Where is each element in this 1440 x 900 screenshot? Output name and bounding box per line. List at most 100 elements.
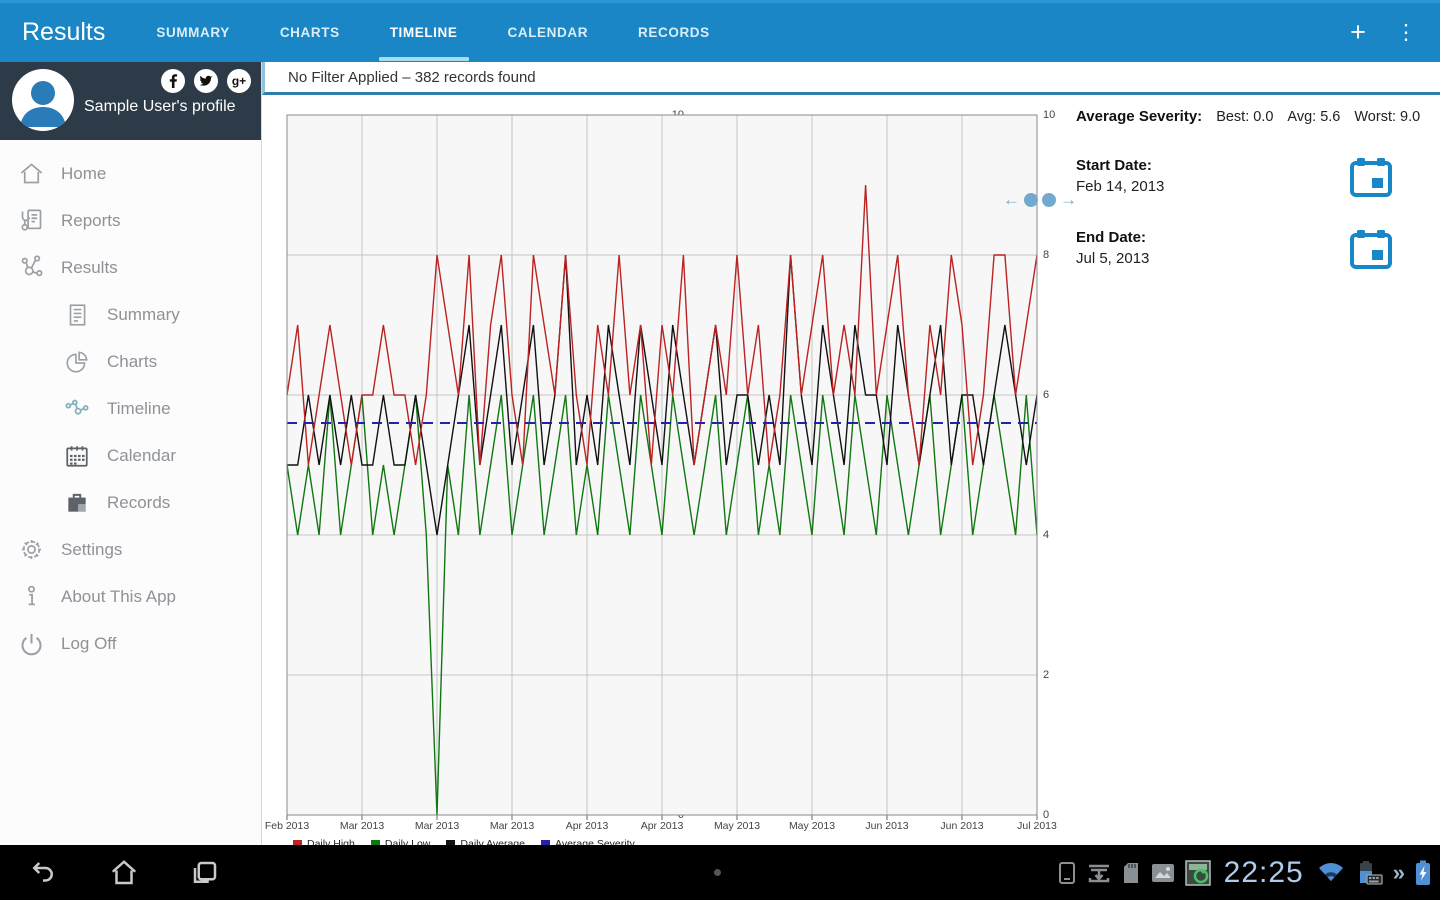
battery-charging-icon bbox=[1414, 859, 1432, 887]
profile-header: g+ Sample User's profile bbox=[0, 62, 261, 140]
info-person-icon bbox=[16, 582, 46, 612]
gear-icon bbox=[16, 535, 46, 565]
sidebar-menu: Home Reports Results Summary bbox=[0, 140, 261, 667]
gallery-icon bbox=[1150, 861, 1176, 885]
tab-calendar[interactable]: CALENDAR bbox=[507, 25, 589, 40]
sidebar-item-records[interactable]: Records bbox=[0, 479, 261, 526]
start-date-value: Feb 14, 2013 bbox=[1076, 178, 1165, 195]
calendar-icon bbox=[62, 441, 92, 471]
nav-center-dot bbox=[714, 869, 721, 876]
x-tick-label: Apr 2013 bbox=[640, 820, 684, 832]
sidebar-item-summary[interactable]: Summary bbox=[0, 291, 261, 338]
y-tick-label: 6 bbox=[1043, 389, 1050, 401]
tablet-icon bbox=[1057, 861, 1077, 885]
detail-panel: Average Severity: Best: 0.0 Avg: 5.6 Wor… bbox=[1062, 62, 1440, 845]
tab-timeline[interactable]: TIMELINE bbox=[365, 3, 483, 62]
pan-left-handle[interactable] bbox=[1024, 192, 1038, 207]
x-tick-label: Mar 2013 bbox=[414, 820, 460, 832]
sidebar-item-charts[interactable]: Charts bbox=[0, 338, 261, 385]
sidebar-item-calendar[interactable]: Calendar bbox=[0, 432, 261, 479]
sidebar-item-about[interactable]: About This App bbox=[0, 573, 261, 620]
timeline-nodes-icon bbox=[62, 394, 92, 424]
tab-summary[interactable]: SUMMARY bbox=[156, 25, 230, 40]
start-date-picker-icon[interactable] bbox=[1350, 157, 1392, 197]
overflow-menu-icon[interactable]: ⋮ bbox=[1395, 21, 1417, 44]
filter-status-text: No Filter Applied – 382 records found bbox=[288, 68, 536, 86]
legend-swatch-red bbox=[293, 839, 302, 849]
pan-left-icon[interactable]: ← bbox=[1003, 190, 1020, 209]
power-icon bbox=[16, 629, 46, 659]
home-nav-icon[interactable] bbox=[107, 856, 141, 890]
facebook-icon[interactable] bbox=[161, 69, 185, 93]
sidebar-item-results[interactable]: Results bbox=[0, 244, 261, 291]
x-tick-label: Jun 2013 bbox=[865, 820, 909, 832]
start-date-label: Start Date: bbox=[1076, 157, 1152, 174]
sdcard-icon bbox=[1121, 861, 1141, 885]
y-tick-label: 2 bbox=[1043, 669, 1050, 681]
person-icon bbox=[20, 81, 66, 127]
pan-right-handle[interactable] bbox=[1042, 192, 1056, 207]
home-icon bbox=[16, 159, 46, 189]
y-tick-label: 8 bbox=[1043, 249, 1050, 261]
battery-keyboard-icon bbox=[1354, 859, 1384, 887]
sidebar-item-home[interactable]: Home bbox=[0, 150, 261, 197]
status-tray: 22:25 » bbox=[1057, 845, 1432, 900]
top-action-bar: Results SUMMARY CHARTS TIMELINE CALENDAR… bbox=[0, 0, 1440, 62]
download-icon bbox=[1086, 861, 1112, 885]
screenshot-thumbnail-icon bbox=[1184, 859, 1211, 886]
y-tick-label: 4 bbox=[1043, 529, 1050, 541]
pie-chart-icon bbox=[62, 347, 92, 377]
molecule-icon bbox=[16, 253, 46, 283]
briefcase-icon bbox=[62, 488, 92, 518]
document-icon bbox=[62, 300, 92, 330]
status-clock: 22:25 bbox=[1223, 855, 1304, 889]
x-tick-label: Mar 2013 bbox=[489, 820, 535, 832]
x-tick-label: May 2013 bbox=[788, 820, 836, 832]
chart-pan-control: ← → bbox=[1003, 191, 1077, 208]
x-tick-label: Feb 2013 bbox=[264, 820, 310, 832]
twitter-icon[interactable] bbox=[194, 69, 218, 93]
back-icon[interactable] bbox=[26, 856, 60, 890]
severity-worst: Worst: 9.0 bbox=[1354, 109, 1421, 125]
pan-right-icon[interactable]: → bbox=[1060, 190, 1077, 209]
filter-bar[interactable]: No Filter Applied – 382 records found bbox=[262, 62, 1440, 95]
profile-name[interactable]: Sample User's profile bbox=[84, 98, 236, 115]
y-tick-label: 10 bbox=[1043, 109, 1056, 121]
sidebar-item-logoff[interactable]: Log Off bbox=[0, 620, 261, 667]
topbar-actions: + ⋮ bbox=[1338, 3, 1440, 62]
legend-swatch-black bbox=[446, 839, 456, 849]
end-date-value: Jul 5, 2013 bbox=[1076, 250, 1150, 267]
severity-stats-label: Average Severity: bbox=[1076, 108, 1203, 125]
stethoscope-report-icon bbox=[16, 206, 46, 236]
sidebar-item-settings[interactable]: Settings bbox=[0, 526, 261, 573]
end-date-row: End Date: Jul 5, 2013 bbox=[1076, 229, 1422, 269]
sidebar-item-timeline[interactable]: Timeline bbox=[0, 385, 261, 432]
wifi-icon bbox=[1317, 861, 1345, 885]
y-tick-label: 0 bbox=[1043, 809, 1050, 821]
googleplus-icon[interactable]: g+ bbox=[227, 69, 251, 93]
x-tick-label: Mar 2013 bbox=[339, 820, 385, 832]
severity-best: Best: 0.0 bbox=[1216, 109, 1274, 125]
sidebar-item-reports[interactable]: Reports bbox=[0, 197, 261, 244]
x-tick-label: Jul 2013 bbox=[1017, 820, 1057, 832]
chart-plot bbox=[286, 114, 1038, 820]
chevrons-icon: » bbox=[1392, 859, 1405, 885]
severity-stats: Average Severity: Best: 0.0 Avg: 5.6 Wor… bbox=[1076, 108, 1422, 125]
tab-bar: SUMMARY CHARTS TIMELINE CALENDAR RECORDS bbox=[131, 3, 734, 62]
add-icon[interactable]: + bbox=[1350, 17, 1366, 47]
system-navbar: 22:25 » bbox=[0, 845, 1440, 900]
x-tick-label: Jun 2013 bbox=[940, 820, 984, 832]
main-content: No Filter Applied – 382 records found 0 2… bbox=[262, 62, 1440, 850]
end-date-picker-icon[interactable] bbox=[1350, 229, 1392, 269]
x-tick-label: May 2013 bbox=[713, 820, 761, 832]
tab-records[interactable]: RECORDS bbox=[638, 25, 710, 40]
end-date-label: End Date: bbox=[1076, 229, 1147, 246]
legend-swatch-green bbox=[370, 839, 380, 849]
nav-buttons bbox=[0, 856, 222, 890]
timeline-chart: ← → bbox=[286, 114, 1077, 820]
avatar[interactable] bbox=[12, 69, 74, 131]
tab-charts[interactable]: CHARTS bbox=[279, 25, 340, 40]
social-links: g+ bbox=[161, 69, 251, 93]
recents-icon[interactable] bbox=[188, 856, 222, 890]
